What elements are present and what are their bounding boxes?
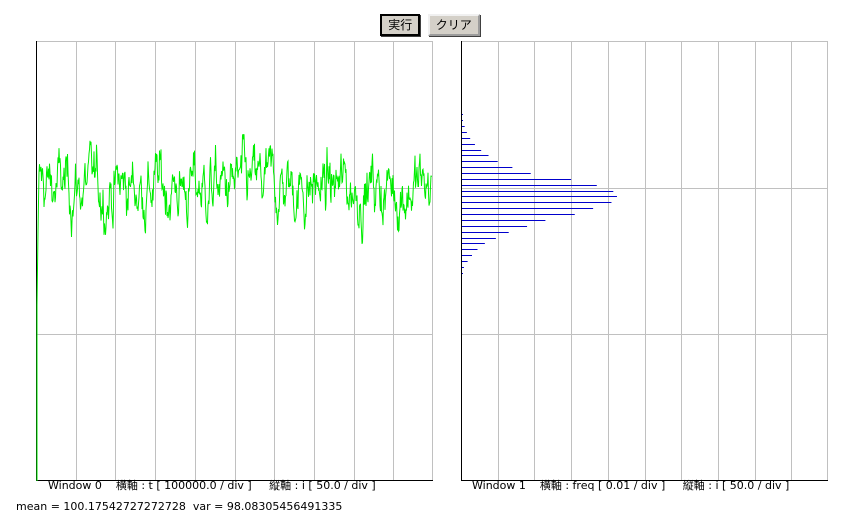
series-line [36,133,432,481]
statistics-readout: mean = 100.17542727272728 var = 98.08305… [16,500,343,513]
window-1-caption: Window 1 横軸 : freq [ 0.01 / div ] 縦軸 : i… [472,479,790,492]
window-0-chart [36,41,433,481]
window-0-caption: Window 0 横軸 : t [ 100000.0 / div ] 縦軸 : … [48,479,376,492]
window-1-chart [461,41,828,481]
clear-button[interactable]: クリア [427,14,480,36]
window-1-plot [461,41,828,481]
run-button[interactable]: 実行 [380,14,421,36]
toolbar: 実行 クリア [0,14,860,36]
window-0-plot [36,41,433,481]
